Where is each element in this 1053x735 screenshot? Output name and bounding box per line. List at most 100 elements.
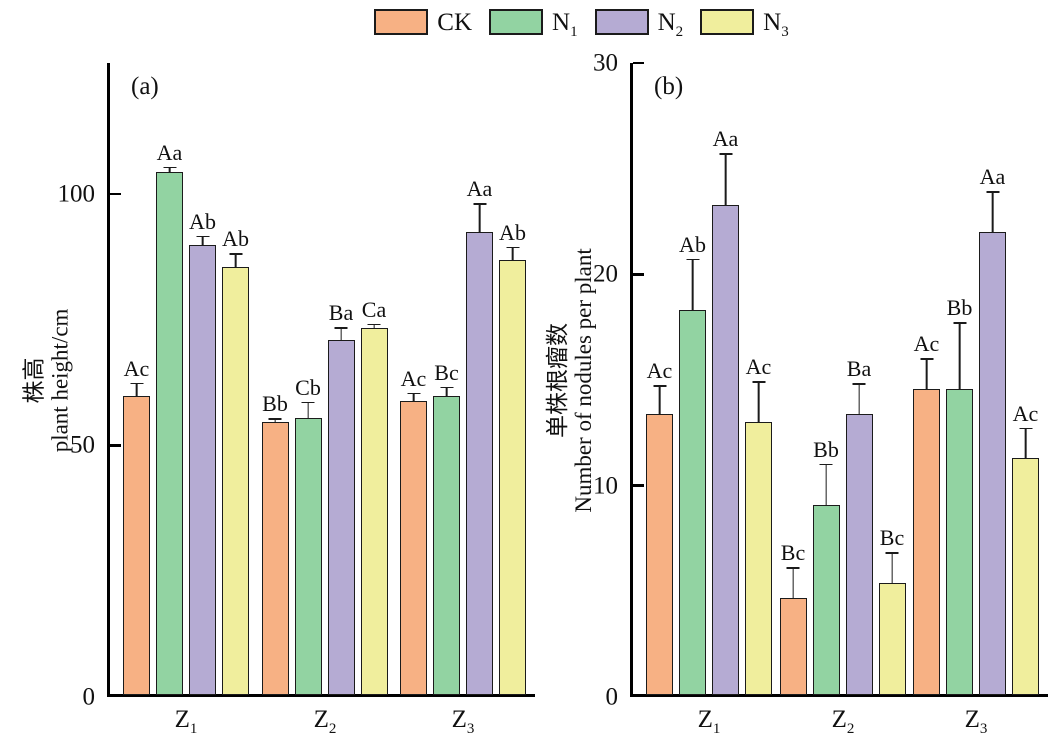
- panel-a-bar-groups: Ac Aa Ab Ab Bb Cb Ba Ca Ac Bc Aa Ab: [107, 63, 535, 695]
- panel-b-ytick-label-30: 30: [593, 49, 618, 77]
- sig-label-b-Z2-CK: Bc: [780, 540, 806, 566]
- sig-label-a-Z3-N2: Aa: [466, 175, 493, 201]
- error-bar-b-Z3-CK: Ac: [914, 332, 939, 390]
- error-bar-a-Z2-CK: Bb: [262, 393, 288, 423]
- bar-b-Z3-N1: Bb: [946, 296, 973, 695]
- legend-item-N1: N1: [489, 8, 578, 40]
- panel-a-ytick-100: [110, 192, 121, 196]
- panel-a-ytick-label-0: 0: [82, 683, 96, 711]
- bar-a-Z2-N1: Cb: [294, 376, 322, 695]
- bar-group-a-Z2: Bb Cb Ba Ca: [261, 298, 388, 695]
- legend-label-CK: CK: [437, 8, 473, 36]
- panel-a-ytick-50: [110, 444, 121, 447]
- sig-label-b-Z3-N1: Bb: [946, 294, 973, 320]
- bar-b-Z2-N3: Bc: [878, 527, 906, 695]
- sig-label-b-Z1-N3: Ac: [745, 354, 772, 380]
- sig-label-b-Z3-N3: Ac: [1012, 400, 1039, 426]
- error-bar-b-Z2-CK: Bc: [781, 542, 805, 599]
- error-bar-a-Z2-N1: Cb: [295, 376, 321, 420]
- sig-label-b-Z3-CK: Ac: [913, 330, 940, 356]
- error-bar-b-Z3-N1: Bb: [947, 296, 972, 390]
- panel-a-y-axis-title: 株高 plant height/cm: [0, 63, 96, 697]
- sig-label-a-Z3-CK: Ac: [400, 365, 427, 391]
- sig-label-a-Z3-N1: Bc: [434, 359, 459, 385]
- panel-b-bar-groups: Ac Ab Aa Ac Bc Bb Ba Bc Ac Bb Aa Ac: [630, 63, 1048, 695]
- bar-a-Z1-CK: Ac: [123, 357, 150, 695]
- legend-label-N2: N2: [657, 8, 684, 40]
- panel-b-ytick-label-20: 20: [593, 260, 618, 288]
- bar-group-a-Z3: Ac Bc Aa Ab: [400, 177, 526, 695]
- error-bar-b-Z2-N2: Ba: [847, 358, 871, 415]
- panel-a-ylabel-en: plant height/cm: [48, 308, 73, 452]
- sig-label-a-Z2-N3: Ca: [361, 296, 387, 322]
- bar-a-Z1-N1: Aa: [156, 141, 183, 695]
- legend-swatch-N2: [594, 9, 649, 35]
- bar-group-a-Z1: Ac Aa Ab Ab: [123, 141, 249, 695]
- chart-legend: CK N1 N2 N3: [0, 5, 1053, 39]
- panel-a-y-axis-line: [107, 63, 110, 697]
- bar-a-Z3-N3: Ab: [499, 221, 526, 695]
- sig-label-b-Z2-N3: Bc: [879, 525, 905, 551]
- bar-a-Z1-N3: Ab: [222, 228, 249, 695]
- legend-item-N3: N3: [700, 8, 789, 40]
- sig-label-a-Z2-N2: Ba: [328, 300, 354, 326]
- panel-b-xtick-label-Z2: Z2: [831, 706, 855, 735]
- error-bar-a-Z1-CK: Ac: [124, 357, 149, 397]
- panel-b-ytick-label-10: 10: [593, 472, 618, 500]
- legend-swatch-N1: [489, 9, 544, 35]
- bar-a-Z3-CK: Ac: [400, 367, 427, 695]
- legend-label-N3: N3: [763, 8, 789, 40]
- error-bar-a-Z1-N2: Ab: [189, 210, 216, 246]
- bar-a-Z2-N3: Ca: [360, 298, 388, 695]
- bar-group-b-Z1: Ac Ab Aa Ac: [646, 127, 772, 695]
- panel-a-ytick-label-100: 100: [57, 180, 96, 208]
- sig-label-a-Z2-CK: Bb: [262, 391, 288, 417]
- bar-a-Z2-N2: Ba: [327, 302, 355, 695]
- bar-b-Z2-N1: Bb: [812, 438, 840, 695]
- sig-label-a-Z1-N2: Ab: [189, 208, 216, 234]
- bar-b-Z2-N2: Ba: [845, 358, 873, 695]
- error-bar-b-Z1-N1: Ab: [679, 233, 706, 312]
- panel-b-xtick-label-Z1: Z1: [697, 706, 721, 735]
- panel-a-xtick-label-Z2: Z2: [313, 706, 337, 735]
- bar-b-Z3-N3: Ac: [1012, 402, 1039, 695]
- panel-b-x-axis-line: [630, 694, 1048, 697]
- legend-label-N1: N1: [552, 8, 578, 40]
- sig-label-b-Z1-N2: Aa: [712, 125, 739, 151]
- sig-label-a-Z1-N3: Ab: [222, 226, 249, 252]
- error-bar-b-Z1-N2: Aa: [713, 127, 738, 206]
- sig-label-b-Z1-CK: Ac: [646, 358, 673, 384]
- panel-a-xtick-label-Z1: Z1: [174, 706, 198, 735]
- panel-b-ytick-20: [633, 273, 644, 276]
- bar-b-Z2-CK: Bc: [779, 542, 807, 695]
- legend-swatch-CK: [374, 9, 429, 35]
- sig-label-b-Z1-N1: Ab: [679, 231, 706, 257]
- error-bar-b-Z1-CK: Ac: [647, 360, 672, 415]
- bar-group-b-Z3: Ac Bb Aa Ac: [913, 165, 1039, 695]
- bar-group-b-Z2: Bc Bb Ba Bc: [779, 358, 906, 695]
- sig-label-b-Z2-N1: Bb: [813, 436, 839, 462]
- error-bar-a-Z2-N2: Ba: [329, 302, 353, 341]
- sig-label-b-Z2-N2: Ba: [846, 356, 872, 382]
- panel-a-letter: (a): [131, 73, 159, 100]
- panel-a-x-axis-line: [107, 694, 535, 697]
- panel-a-xtick-label-Z3: Z3: [451, 706, 475, 735]
- error-bar-a-Z2-N3: Ca: [362, 298, 386, 329]
- error-bar-a-Z3-N2: Aa: [467, 177, 492, 233]
- error-bar-b-Z2-N1: Bb: [813, 438, 839, 506]
- legend-item-N2: N2: [594, 8, 684, 40]
- bar-a-Z3-N1: Bc: [433, 361, 460, 695]
- panel-b-ytick-10: [633, 484, 644, 487]
- panel-b-ytick-label-0: 0: [605, 683, 619, 711]
- bar-b-Z3-N2: Aa: [979, 165, 1006, 695]
- panel-b-y-axis-title: 单株根瘤数 Number of nodules per plant: [523, 63, 619, 697]
- bar-a-Z1-N2: Ab: [189, 210, 216, 695]
- sig-label-b-Z3-N2: Aa: [979, 163, 1006, 189]
- panel-b-letter: (b): [654, 73, 684, 100]
- panel-b-xtick-label-Z3: Z3: [964, 706, 988, 735]
- error-bar-a-Z3-CK: Ac: [401, 367, 426, 402]
- bar-b-Z1-N2: Aa: [712, 127, 739, 695]
- error-bar-a-Z3-N1: Bc: [434, 361, 459, 397]
